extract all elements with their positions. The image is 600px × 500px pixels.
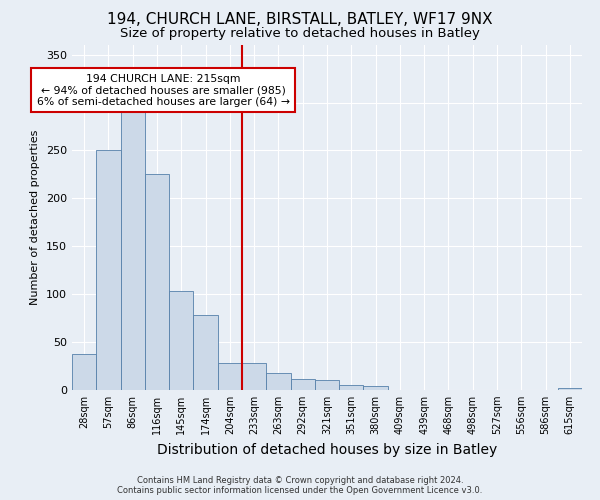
Text: 194 CHURCH LANE: 215sqm
← 94% of detached houses are smaller (985)
6% of semi-de: 194 CHURCH LANE: 215sqm ← 94% of detache… — [37, 74, 290, 107]
X-axis label: Distribution of detached houses by size in Batley: Distribution of detached houses by size … — [157, 442, 497, 456]
Bar — [96, 150, 121, 390]
Bar — [145, 174, 169, 390]
Bar — [315, 380, 339, 390]
Bar — [218, 363, 242, 390]
Text: Size of property relative to detached houses in Batley: Size of property relative to detached ho… — [120, 28, 480, 40]
Bar — [290, 378, 315, 390]
Bar — [266, 373, 290, 390]
Bar — [169, 292, 193, 390]
Bar — [193, 316, 218, 390]
Bar — [121, 112, 145, 390]
Y-axis label: Number of detached properties: Number of detached properties — [31, 130, 40, 305]
Bar — [339, 385, 364, 390]
Bar — [242, 363, 266, 390]
Bar — [72, 354, 96, 390]
Bar — [558, 388, 582, 390]
Text: Contains HM Land Registry data © Crown copyright and database right 2024.
Contai: Contains HM Land Registry data © Crown c… — [118, 476, 482, 495]
Text: 194, CHURCH LANE, BIRSTALL, BATLEY, WF17 9NX: 194, CHURCH LANE, BIRSTALL, BATLEY, WF17… — [107, 12, 493, 28]
Bar — [364, 386, 388, 390]
